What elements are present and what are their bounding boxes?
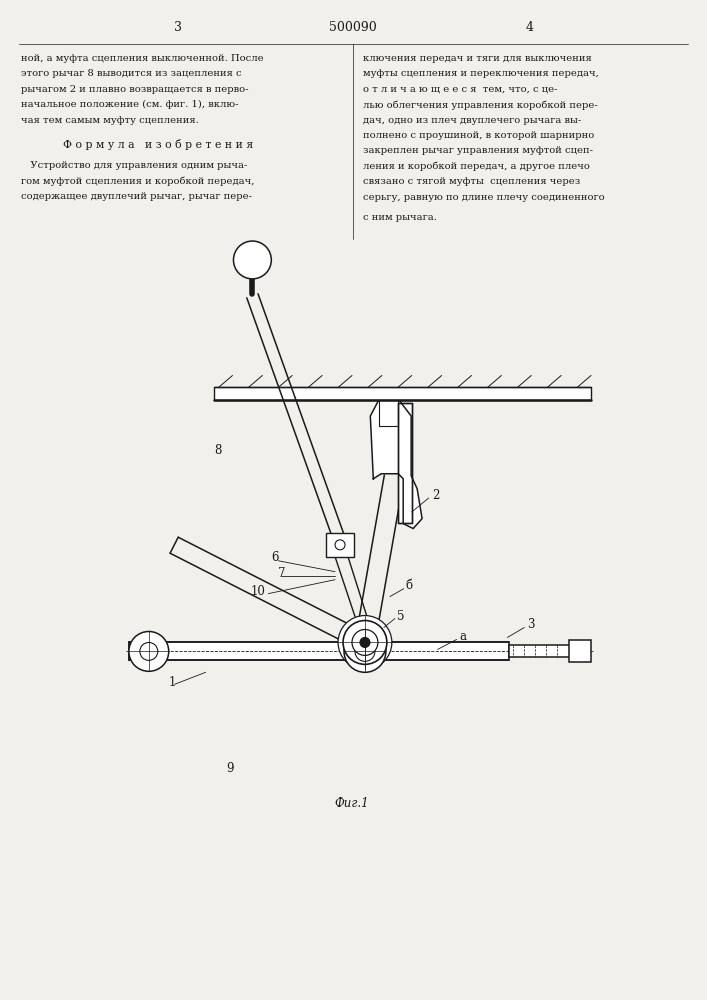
Bar bbox=[398, 403, 412, 523]
Text: 8: 8 bbox=[214, 444, 222, 457]
Text: ления и коробкой передач, а другое плечо: ления и коробкой передач, а другое плечо bbox=[363, 162, 590, 171]
Bar bbox=[129, 642, 509, 660]
Text: чая тем самым муфту сцепления.: чая тем самым муфту сцепления. bbox=[21, 116, 199, 125]
Text: б: б bbox=[406, 579, 413, 592]
Bar bbox=[509, 645, 571, 657]
Circle shape bbox=[355, 641, 375, 661]
Text: Фиг.1: Фиг.1 bbox=[334, 797, 369, 810]
Text: закреплен рычаг управления муфтой сцеп-: закреплен рычаг управления муфтой сцеп- bbox=[363, 146, 593, 155]
Text: ной, а муфта сцепления выключенной. После: ной, а муфта сцепления выключенной. Посл… bbox=[21, 54, 264, 63]
Circle shape bbox=[233, 241, 271, 279]
Circle shape bbox=[358, 631, 372, 645]
Text: связано с тягой муфты  сцепления через: связано с тягой муфты сцепления через bbox=[363, 177, 580, 186]
Text: о т л и ч а ю щ е е с я  тем, что, с це-: о т л и ч а ю щ е е с я тем, что, с це- bbox=[363, 85, 557, 94]
Text: Ф о р м у л а   и з о б р е т е н и я: Ф о р м у л а и з о б р е т е н и я bbox=[63, 139, 253, 150]
Text: 500090: 500090 bbox=[329, 21, 377, 34]
Circle shape bbox=[338, 616, 392, 669]
Circle shape bbox=[344, 630, 386, 672]
Text: 3: 3 bbox=[174, 21, 182, 34]
Text: содержащее двуплечий рычаг, рычаг пере-: содержащее двуплечий рычаг, рычаг пере- bbox=[21, 192, 252, 201]
Text: лью облегчения управления коробкой пере-: лью облегчения управления коробкой пере- bbox=[363, 100, 597, 110]
Text: 5: 5 bbox=[397, 610, 404, 623]
Text: дач, одно из плеч двуплечего рычага вы-: дач, одно из плеч двуплечего рычага вы- bbox=[363, 116, 581, 125]
Circle shape bbox=[129, 631, 169, 671]
Circle shape bbox=[352, 629, 378, 655]
Text: с ним рычага.: с ним рычага. bbox=[363, 213, 437, 222]
Text: серьгу, равную по длине плечу соединенного: серьгу, равную по длине плечу соединенно… bbox=[363, 193, 604, 202]
Text: этого рычаг 8 выводится из зацепления с: этого рычаг 8 выводится из зацепления с bbox=[21, 69, 242, 78]
Polygon shape bbox=[370, 399, 422, 529]
Circle shape bbox=[343, 621, 387, 664]
Text: 3: 3 bbox=[527, 618, 534, 631]
Text: Устройство для управления одним рыча-: Устройство для управления одним рыча- bbox=[21, 161, 247, 170]
Bar bbox=[214, 387, 591, 400]
Text: 9: 9 bbox=[227, 762, 234, 775]
Circle shape bbox=[335, 540, 345, 550]
Text: 7: 7 bbox=[279, 567, 286, 580]
Text: 6: 6 bbox=[271, 551, 279, 564]
Bar bbox=[569, 640, 591, 662]
Text: начальное положение (см. фиг. 1), вклю-: начальное положение (см. фиг. 1), вклю- bbox=[21, 100, 239, 109]
Text: 4: 4 bbox=[525, 21, 533, 34]
Text: муфты сцепления и переключения передач,: муфты сцепления и переключения передач, bbox=[363, 69, 599, 78]
Text: ключения передач и тяги для выключения: ключения передач и тяги для выключения bbox=[363, 54, 592, 63]
Text: полнено с проушиной, в которой шарнирно: полнено с проушиной, в которой шарнирно bbox=[363, 131, 594, 140]
Circle shape bbox=[360, 637, 370, 647]
Text: рычагом 2 и плавно возвращается в перво-: рычагом 2 и плавно возвращается в перво- bbox=[21, 85, 249, 94]
Text: 1: 1 bbox=[169, 676, 176, 689]
Circle shape bbox=[140, 642, 158, 660]
Text: 10: 10 bbox=[250, 585, 265, 598]
Text: 2: 2 bbox=[432, 489, 439, 502]
Text: а: а bbox=[460, 630, 467, 643]
Text: гом муфтой сцепления и коробкой передач,: гом муфтой сцепления и коробкой передач, bbox=[21, 177, 255, 186]
Bar bbox=[326, 533, 354, 557]
